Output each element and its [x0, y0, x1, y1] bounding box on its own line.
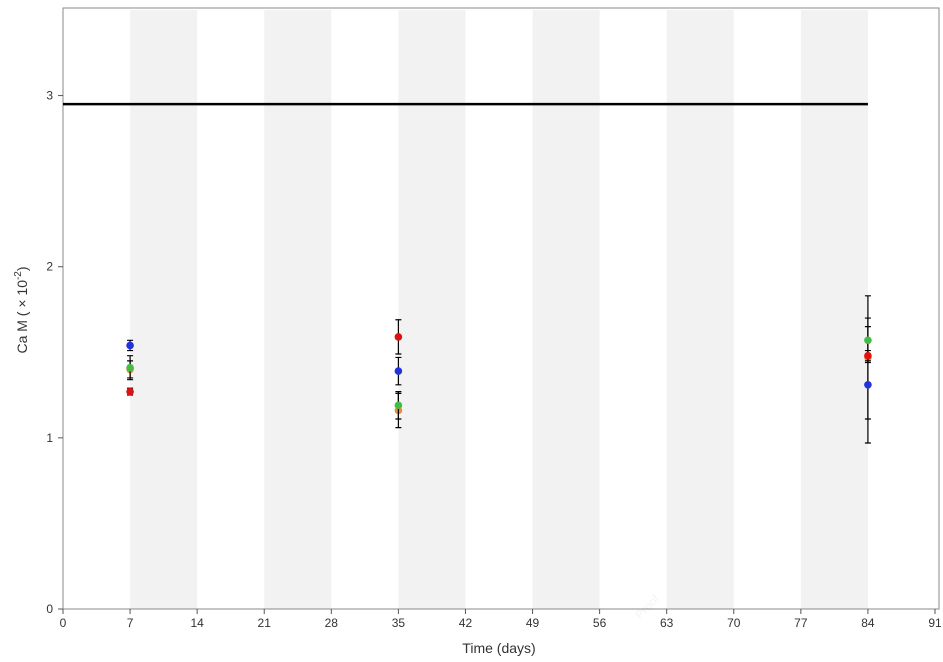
x-tick-label: 28: [325, 616, 339, 630]
x-tick-label: 21: [258, 616, 272, 630]
data-point: [864, 351, 872, 360]
x-tick-label: 91: [928, 616, 942, 630]
data-point: [126, 363, 134, 372]
shaded-band: [666, 10, 734, 609]
x-tick-label: 70: [727, 616, 741, 630]
shaded-band: [398, 10, 466, 609]
x-tick-label: 7: [127, 616, 134, 630]
data-point: [394, 401, 403, 410]
watermark: Proof: [632, 591, 663, 622]
data-point: [864, 336, 872, 345]
shaded-band: [130, 10, 198, 609]
x-tick-label: 77: [794, 616, 808, 630]
x-tick-label: 56: [593, 616, 607, 630]
x-axis-label: Time (days): [462, 640, 535, 656]
y-tick-label: 1: [46, 431, 53, 445]
y-tick-label: 2: [46, 260, 53, 274]
data-point: [126, 341, 134, 350]
shaded-band: [800, 10, 868, 609]
shaded-band: [532, 10, 600, 609]
y-tick-label: 3: [46, 89, 53, 103]
x-tick-label: 42: [459, 616, 473, 630]
x-tick-label: 0: [60, 616, 67, 630]
data-point: [864, 381, 872, 389]
y-tick-label: 0: [46, 602, 53, 616]
data-point: [394, 367, 403, 375]
x-tick-label: 63: [660, 616, 674, 630]
x-tick-label: 84: [861, 616, 875, 630]
y-label-end: ): [14, 266, 30, 271]
shaded-band: [264, 10, 332, 609]
x-tick-label: 49: [526, 616, 540, 630]
data-point: [394, 333, 403, 341]
y-label-text: Ca M ( × 10: [14, 280, 30, 354]
data-point: [126, 387, 134, 396]
y-axis-label: Ca M ( × 10-2): [13, 266, 30, 353]
plot-frame: [62, 7, 940, 610]
x-tick-label: 14: [190, 616, 204, 630]
x-tick-label: 35: [392, 616, 406, 630]
y-label-exponent: -2: [13, 271, 24, 280]
